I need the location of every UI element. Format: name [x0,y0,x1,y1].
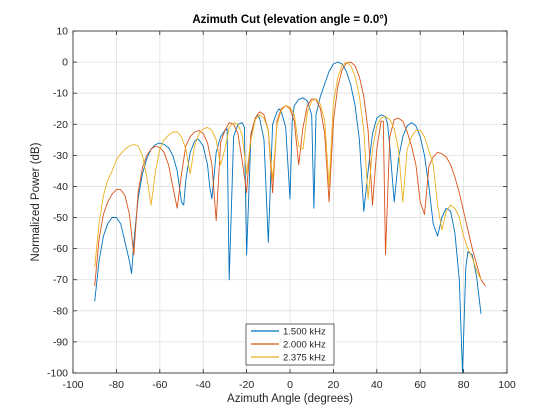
y-tick-label: -60 [53,243,68,255]
x-tick-label: -60 [152,379,167,391]
y-tick-label: -90 [53,336,68,348]
y-tick-label: -20 [53,119,68,131]
x-tick-label: 100 [498,379,516,391]
legend-label-3: 2.375 kHz [283,353,326,364]
chart-title: Azimuth Cut (elevation angle = 0.0°) [192,14,388,26]
axis-ticks: -100 -80 -60 -40 -20 0 20 40 60 80 100-100-90-80-7… [47,26,516,392]
legend-label-2: 2.000 kHz [283,340,326,351]
series-line-1 [94,61,482,374]
y-tick-label: 10 [56,26,68,38]
legend-label-1: 1.500 kHz [283,327,326,338]
series-line-3 [94,61,482,280]
y-tick-label: -80 [53,305,68,317]
y-tick-label: -10 [53,88,68,100]
x-tick-label: -40 [196,379,211,391]
x-tick-label: 0 [287,379,293,391]
y-axis-label: Normalized Power (dB) [30,142,42,261]
x-axis-label: Azimuth Angle (degrees) [227,393,353,405]
x-tick-label: 40 [371,379,383,391]
x-tick-label: 80 [458,379,470,391]
x-tick-label: -100 [62,379,83,391]
x-tick-label: 20 [328,379,340,391]
legend: 1.500 kHz 2.000 kHz 2.375 kHz [245,323,335,366]
x-tick-label: -80 [109,379,124,391]
x-tick-label: -20 [239,379,254,391]
y-tick-label: 0 [62,57,68,69]
y-tick-label: -30 [53,150,68,162]
y-tick-label: -100 [47,368,68,380]
y-tick-label: -50 [53,212,68,224]
series-lines [94,61,486,374]
y-tick-label: -40 [53,181,68,193]
x-tick-label: 60 [414,379,426,391]
y-tick-label: -70 [53,274,68,286]
